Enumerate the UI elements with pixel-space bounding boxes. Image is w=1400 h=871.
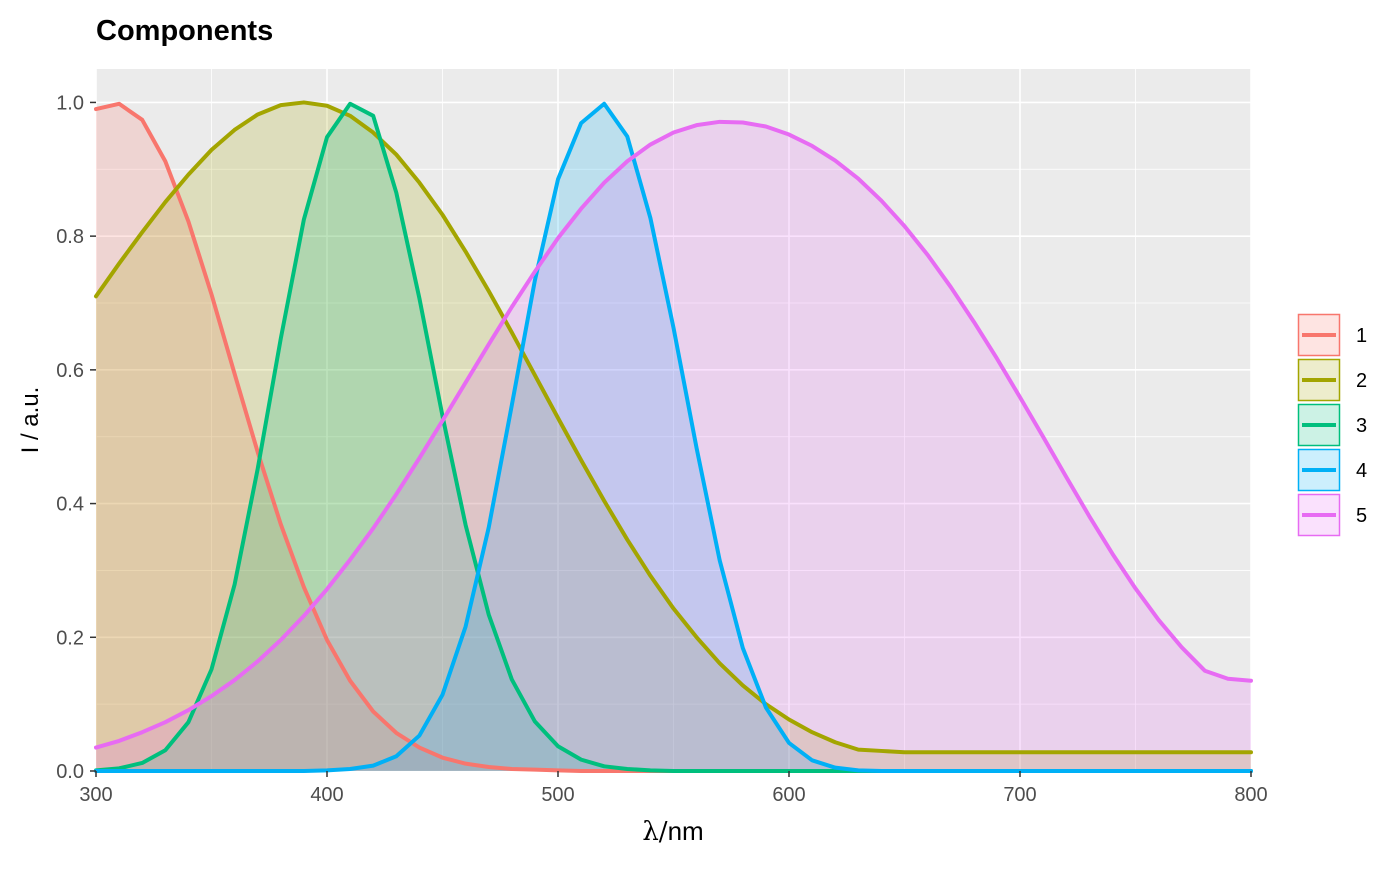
y-axis-label: I / a.u. (17, 387, 44, 454)
chart-title: Components (96, 15, 273, 47)
x-tick-label: 300 (79, 784, 112, 806)
x-axis-label-symbol: λ (642, 817, 658, 847)
series-lines (94, 100, 1253, 773)
y-tick-label: 0.2 (56, 627, 84, 649)
x-tick-label: 400 (310, 784, 343, 806)
legend-label-3: 3 (1356, 415, 1367, 437)
x-tick-label: 700 (1003, 784, 1036, 806)
x-axis-label: λ/nm (642, 816, 703, 847)
y-tick-label: 0.4 (56, 494, 84, 516)
series-5-line (94, 119, 1253, 750)
y-tick-label: 1.0 (56, 92, 84, 114)
y-tick-label: 0.0 (56, 761, 84, 783)
x-tick-label: 600 (772, 784, 805, 806)
y-tick-label: 0.8 (56, 226, 84, 248)
series-2-area (96, 102, 1251, 772)
series-3-area (96, 103, 1251, 771)
series-5-area (96, 121, 1251, 771)
series-4-area (96, 103, 1251, 771)
x-tick-label: 500 (541, 784, 574, 806)
area-fills (96, 102, 1251, 772)
legend-label-5: 5 (1356, 505, 1367, 527)
series-2-line (94, 100, 1253, 755)
series-4-line (94, 101, 1253, 773)
axes: 300 400 500 600 700 800 0.0 0.2 0.4 0.6 0.8 1.0 (56, 92, 1268, 806)
x-axis-label-slash: / (659, 817, 668, 847)
y-tick-label: 0.6 (56, 360, 84, 382)
series-1-area (96, 103, 1251, 771)
x-axis-label-unit: nm (668, 816, 704, 846)
x-tick-label: 800 (1234, 784, 1267, 806)
legend: 1 2 3 4 5 (1297, 313, 1367, 537)
legend-label-2: 2 (1356, 370, 1367, 392)
legend-label-1: 1 (1356, 325, 1367, 347)
legend-label-4: 4 (1356, 460, 1367, 482)
